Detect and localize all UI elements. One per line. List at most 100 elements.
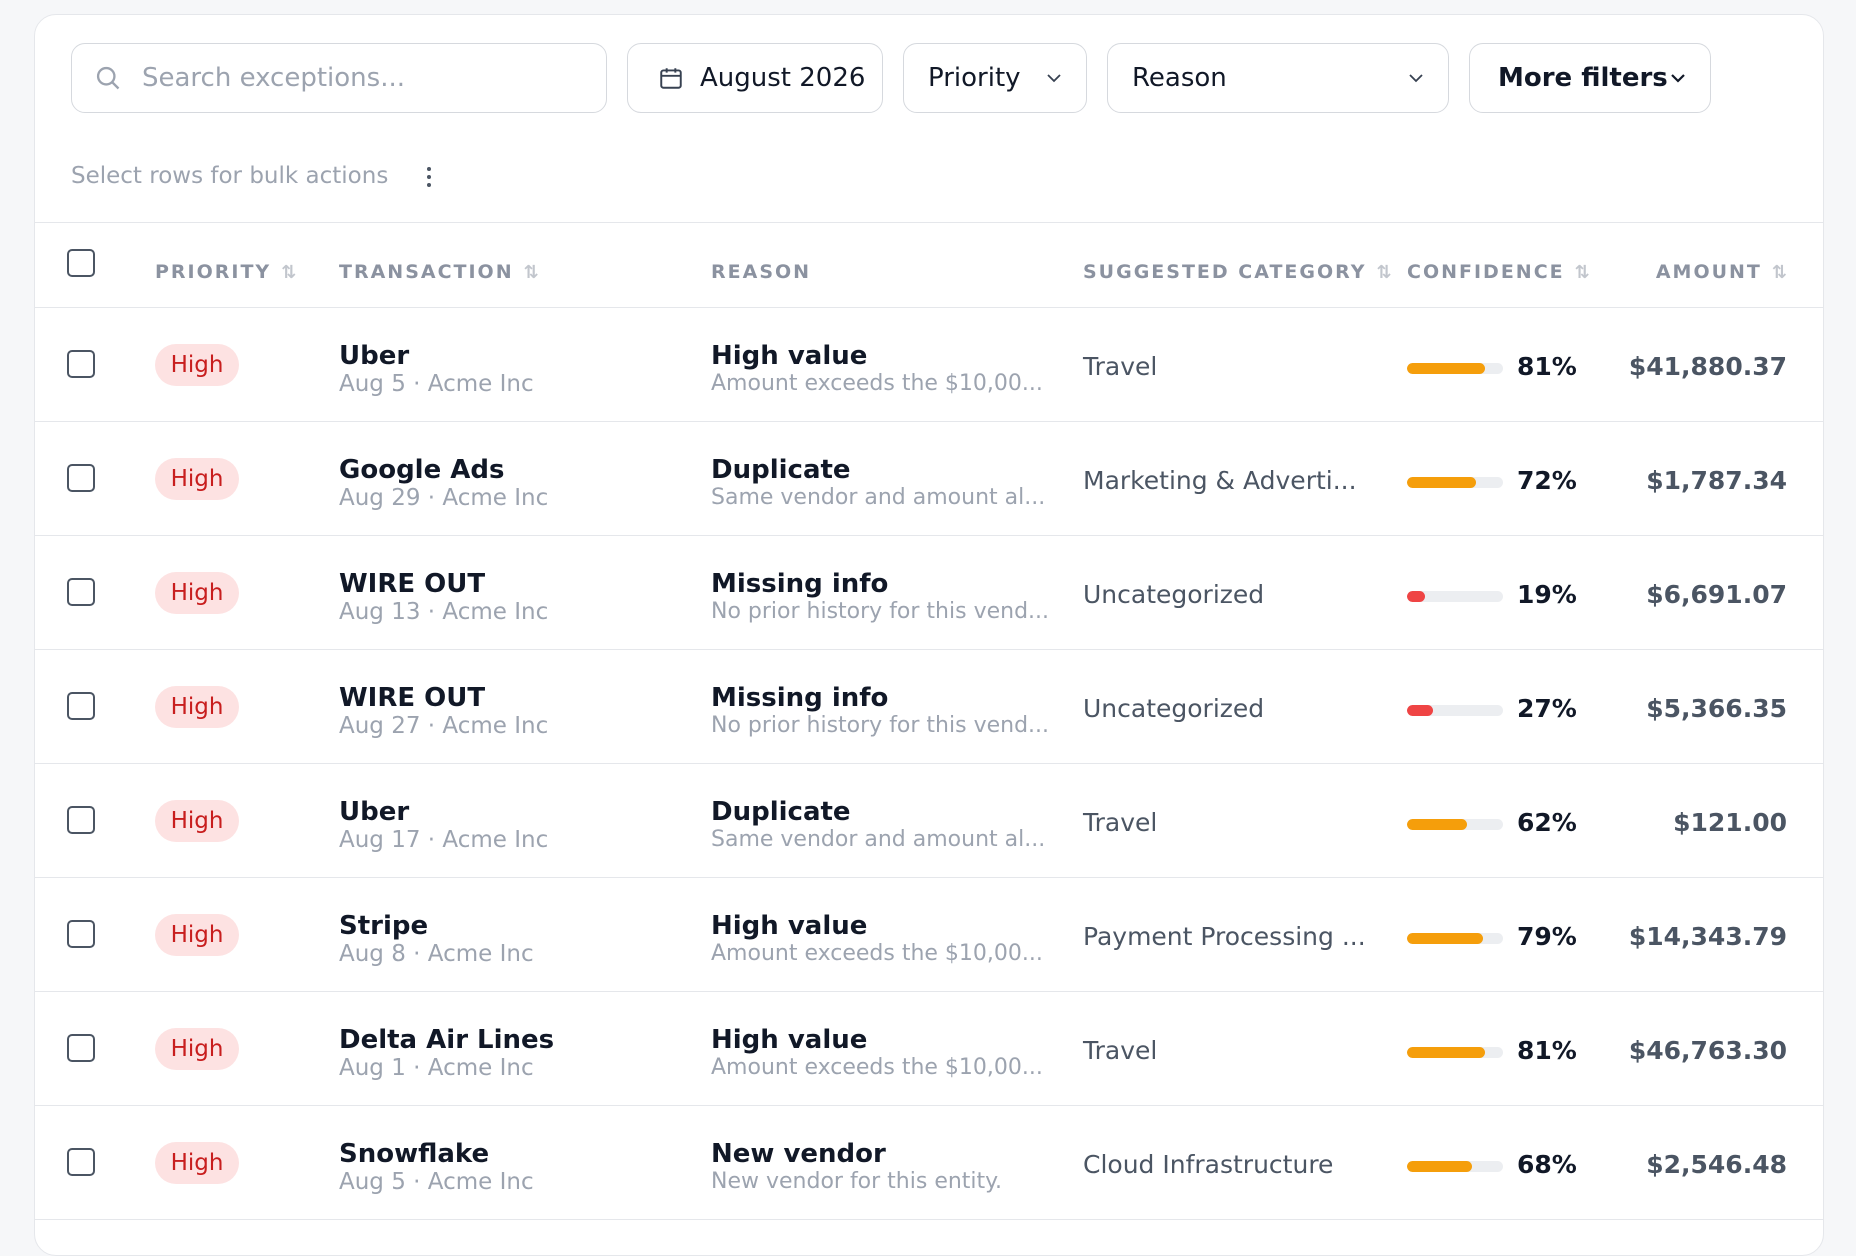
confidence-bar bbox=[1407, 477, 1503, 488]
row-checkbox[interactable] bbox=[67, 1148, 95, 1176]
reason-detail: Amount exceeds the $10,00... bbox=[711, 1055, 1043, 1080]
table-row[interactable]: High Uber Aug 17 · Acme Inc Duplicate Same v… bbox=[35, 764, 1823, 878]
confidence-bar-fill bbox=[1407, 819, 1467, 830]
reason-title: Missing info bbox=[711, 683, 889, 713]
transaction-meta: Aug 5 · Acme Inc bbox=[339, 371, 534, 397]
transaction-meta: Aug 1 · Acme Inc bbox=[339, 1055, 534, 1081]
chevron-down-icon bbox=[1671, 74, 1685, 83]
date-filter-label: August 2026 bbox=[700, 63, 866, 93]
suggested-category[interactable]: Uncategorized bbox=[1083, 580, 1265, 609]
amount-value: $14,343.79 bbox=[1628, 922, 1787, 951]
chevron-down-icon bbox=[1409, 74, 1423, 83]
table-row[interactable]: High Snowflake Aug 5 · Acme Inc New vendor N… bbox=[35, 1106, 1823, 1220]
amount-value: $2,546.48 bbox=[1646, 1150, 1787, 1179]
column-header-category[interactable]: SUGGESTED CATEGORY ⇅ bbox=[1083, 261, 1392, 283]
row-checkbox[interactable] bbox=[67, 1034, 95, 1062]
transaction-vendor[interactable]: Uber bbox=[339, 341, 410, 371]
transaction-vendor[interactable]: Google Ads bbox=[339, 455, 505, 485]
sort-icon[interactable]: ⇅ bbox=[1771, 262, 1787, 283]
row-checkbox[interactable] bbox=[67, 464, 95, 492]
transaction-meta: Aug 13 · Acme Inc bbox=[339, 599, 549, 625]
table-row[interactable]: High Stripe Aug 8 · Acme Inc High value Amou… bbox=[35, 878, 1823, 992]
suggested-category[interactable]: Travel bbox=[1083, 352, 1158, 381]
suggested-category[interactable]: Cloud Infrastructure bbox=[1083, 1150, 1334, 1179]
select-all-checkbox[interactable] bbox=[67, 249, 95, 277]
transaction-meta: Aug 17 · Acme Inc bbox=[339, 827, 549, 853]
reason-title: High value bbox=[711, 1025, 868, 1055]
priority-filter-label: Priority bbox=[928, 63, 1021, 93]
reason-detail: Amount exceeds the $10,00... bbox=[711, 941, 1043, 966]
transaction-vendor[interactable]: WIRE OUT bbox=[339, 683, 486, 713]
priority-filter-dropdown[interactable]: Priority bbox=[903, 43, 1087, 113]
transaction-meta: Aug 5 · Acme Inc bbox=[339, 1169, 534, 1195]
suggested-category[interactable]: Payment Processing ... bbox=[1083, 922, 1366, 951]
transaction-vendor[interactable]: Stripe bbox=[339, 911, 429, 941]
column-header-transaction[interactable]: TRANSACTION ⇅ bbox=[339, 261, 539, 283]
confidence-value: 81% bbox=[1517, 1036, 1577, 1065]
column-header-priority[interactable]: PRIORITY ⇅ bbox=[155, 261, 296, 283]
row-checkbox[interactable] bbox=[67, 350, 95, 378]
table-row[interactable]: High WIRE OUT Aug 27 · Acme Inc Missing inf… bbox=[35, 650, 1823, 764]
bulk-actions-hint: Select rows for bulk actions bbox=[71, 163, 389, 189]
reason-detail: Same vendor and amount al... bbox=[711, 485, 1046, 510]
transaction-vendor[interactable]: WIRE OUT bbox=[339, 569, 486, 599]
more-filters-button[interactable]: More filters bbox=[1469, 43, 1711, 113]
amount-value: $41,880.37 bbox=[1628, 352, 1787, 381]
search-box[interactable] bbox=[71, 43, 607, 113]
search-input[interactable] bbox=[140, 62, 584, 94]
table-row[interactable]: High Delta Air Lines Aug 1 · Acme Inc High … bbox=[35, 992, 1823, 1106]
reason-filter-label: Reason bbox=[1132, 63, 1227, 93]
table-row[interactable]: High WIRE OUT Aug 13 · Acme Inc Missing inf… bbox=[35, 536, 1823, 650]
confidence-bar-fill bbox=[1407, 705, 1433, 716]
confidence-value: 79% bbox=[1517, 922, 1577, 951]
sort-icon[interactable]: ⇅ bbox=[523, 262, 539, 283]
confidence-bar bbox=[1407, 363, 1503, 374]
priority-badge: High bbox=[155, 1028, 239, 1070]
date-filter-button[interactable]: August 2026 bbox=[627, 43, 883, 113]
column-header-reason: REASON bbox=[711, 261, 811, 283]
more-actions-icon[interactable] bbox=[425, 167, 433, 191]
reason-detail: No prior history for this vend... bbox=[711, 713, 1050, 738]
reason-filter-dropdown[interactable]: Reason bbox=[1107, 43, 1449, 113]
column-header-label: SUGGESTED CATEGORY bbox=[1083, 261, 1367, 283]
transaction-vendor[interactable]: Delta Air Lines bbox=[339, 1025, 555, 1055]
column-header-label: TRANSACTION bbox=[339, 261, 514, 283]
reason-title: New vendor bbox=[711, 1139, 886, 1169]
sort-icon[interactable]: ⇅ bbox=[1376, 262, 1392, 283]
table-header: PRIORITY ⇅ TRANSACTION ⇅ REASON SUGGESTED … bbox=[35, 222, 1823, 308]
row-checkbox[interactable] bbox=[67, 806, 95, 834]
reason-title: Duplicate bbox=[711, 797, 851, 827]
transaction-vendor[interactable]: Snowflake bbox=[339, 1139, 490, 1169]
confidence-bar-fill bbox=[1407, 591, 1426, 602]
table-body: High Uber Aug 5 · Acme Inc High value Amount… bbox=[35, 308, 1823, 1220]
confidence-bar bbox=[1407, 933, 1503, 944]
suggested-category[interactable]: Uncategorized bbox=[1083, 694, 1265, 723]
row-checkbox[interactable] bbox=[67, 920, 95, 948]
column-header-confidence[interactable]: CONFIDENCE ⇅ bbox=[1407, 261, 1590, 283]
priority-badge: High bbox=[155, 686, 239, 728]
confidence-value: 81% bbox=[1517, 352, 1577, 381]
confidence-bar-fill bbox=[1407, 933, 1483, 944]
reason-title: Missing info bbox=[711, 569, 889, 599]
suggested-category[interactable]: Travel bbox=[1083, 808, 1158, 837]
suggested-category[interactable]: Marketing & Adverti... bbox=[1083, 466, 1357, 495]
confidence-bar bbox=[1407, 591, 1503, 602]
priority-badge: High bbox=[155, 572, 239, 614]
suggested-category[interactable]: Travel bbox=[1083, 1036, 1158, 1065]
reason-detail: Same vendor and amount al... bbox=[711, 827, 1046, 852]
priority-badge: High bbox=[155, 344, 239, 386]
row-checkbox[interactable] bbox=[67, 578, 95, 606]
row-checkbox[interactable] bbox=[67, 692, 95, 720]
transaction-meta: Aug 27 · Acme Inc bbox=[339, 713, 549, 739]
amount-value: $6,691.07 bbox=[1646, 580, 1787, 609]
priority-badge: High bbox=[155, 1142, 239, 1184]
sort-icon[interactable]: ⇅ bbox=[1574, 262, 1590, 283]
confidence-value: 72% bbox=[1517, 466, 1577, 495]
sort-icon[interactable]: ⇅ bbox=[281, 262, 297, 283]
transaction-vendor[interactable]: Uber bbox=[339, 797, 410, 827]
column-header-amount[interactable]: AMOUNT ⇅ bbox=[1656, 261, 1787, 283]
table-row[interactable]: High Uber Aug 5 · Acme Inc High value Amount… bbox=[35, 308, 1823, 422]
confidence-bar bbox=[1407, 705, 1503, 716]
table-row[interactable]: High Google Ads Aug 29 · Acme Inc Duplicate… bbox=[35, 422, 1823, 536]
reason-detail: No prior history for this vend... bbox=[711, 599, 1050, 624]
